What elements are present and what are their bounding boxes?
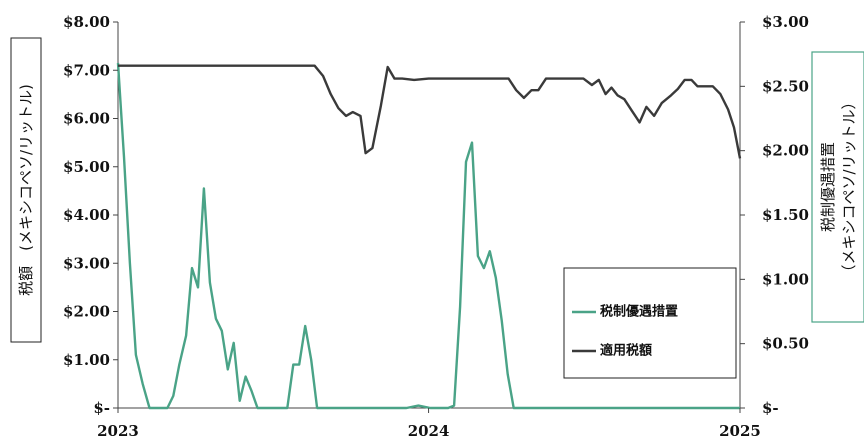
series-line-1 [118,64,742,159]
left-tick-label: $- [93,399,110,417]
left-axis-title-box [10,37,42,343]
legend-label-0: 税制優遇措置 [600,304,678,320]
right-axis-title-line2: （メキシコペソ/リットル） [840,94,858,279]
legend-label-1: 適用税額 [600,343,652,359]
left-axis-title: 税額 (メキシコペソ/リットル) [10,37,42,343]
legend: 税制優遇措置 適用税額 [563,267,737,379]
right-tick-label: $0.50 [762,335,809,353]
left-tick-label: $6.00 [63,110,110,128]
right-tick-label: $- [762,399,779,417]
right-tick-label: $1.50 [762,206,809,224]
left-axis-title-text: 税額 (メキシコペソ/リットル) [17,84,35,296]
series-line-0 [116,62,740,410]
legend-box [563,267,737,379]
left-tick-label: $7.00 [63,61,110,79]
x-tick-label: 2023 [97,422,139,439]
x-tick-label: 2024 [408,422,450,439]
right-axis-ticks: $- $0.50 $1.00 $1.50 $2.00 $2.50 $3.00 [740,13,809,417]
right-axis-title-line1: 税制優遇措置 [819,142,837,232]
right-tick-label: $3.00 [762,13,809,31]
x-tick-label: 2025 [719,422,761,439]
right-axis-title-box [811,51,864,323]
right-tick-label: $1.00 [762,270,809,288]
left-tick-label: $5.00 [63,158,110,176]
right-tick-label: $2.50 [762,77,809,95]
right-axis-title: 税制優遇措置 （メキシコペソ/リットル） [811,51,864,323]
left-tick-label: $8.00 [63,13,110,31]
left-axis-ticks: $- $1.00 $2.00 $3.00 $4.00 $5.00 $6.00 $7.00 $8.… [63,13,118,417]
series-layer [116,62,742,410]
left-tick-label: $1.00 [63,351,110,369]
left-tick-label: $4.00 [63,206,110,224]
right-tick-label: $2.00 [762,142,809,160]
left-tick-label: $3.00 [63,254,110,272]
x-axis-ticks: 2023 2024 2025 [97,408,761,439]
left-tick-label: $2.00 [63,303,110,321]
